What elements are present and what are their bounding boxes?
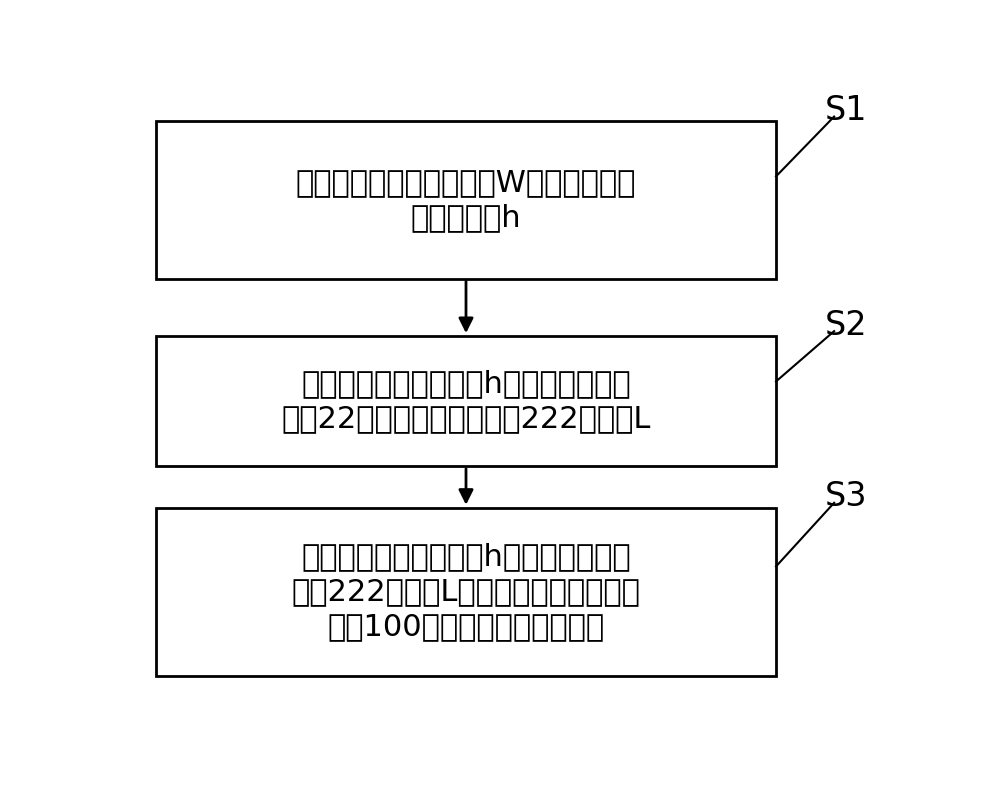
Text: 射面222的宽度L，计算出所述激光合束: 射面222的宽度L，计算出所述激光合束 — [292, 577, 640, 606]
Text: 基于所述反射镜的厚度h和所述非重叠反: 基于所述反射镜的厚度h和所述非重叠反 — [301, 542, 631, 571]
Text: 射镜的厚度h: 射镜的厚度h — [411, 203, 521, 232]
Text: S1: S1 — [824, 94, 867, 127]
Text: S3: S3 — [824, 480, 867, 513]
Text: 根据激光芯片的光斑宽度W，预设所述反: 根据激光芯片的光斑宽度W，预设所述反 — [296, 168, 636, 197]
Text: 根据所述反射镜的厚度h求得所述重叠反: 根据所述反射镜的厚度h求得所述重叠反 — [301, 369, 631, 398]
Text: S2: S2 — [824, 309, 867, 341]
Text: 装置100反射后的激光束填充率: 装置100反射后的激光束填充率 — [327, 612, 605, 641]
Bar — [156, 508, 776, 676]
Text: 射镜22的所述非重叠反射面222的宽度L: 射镜22的所述非重叠反射面222的宽度L — [281, 404, 651, 433]
Bar — [156, 336, 776, 466]
Bar — [156, 122, 776, 279]
